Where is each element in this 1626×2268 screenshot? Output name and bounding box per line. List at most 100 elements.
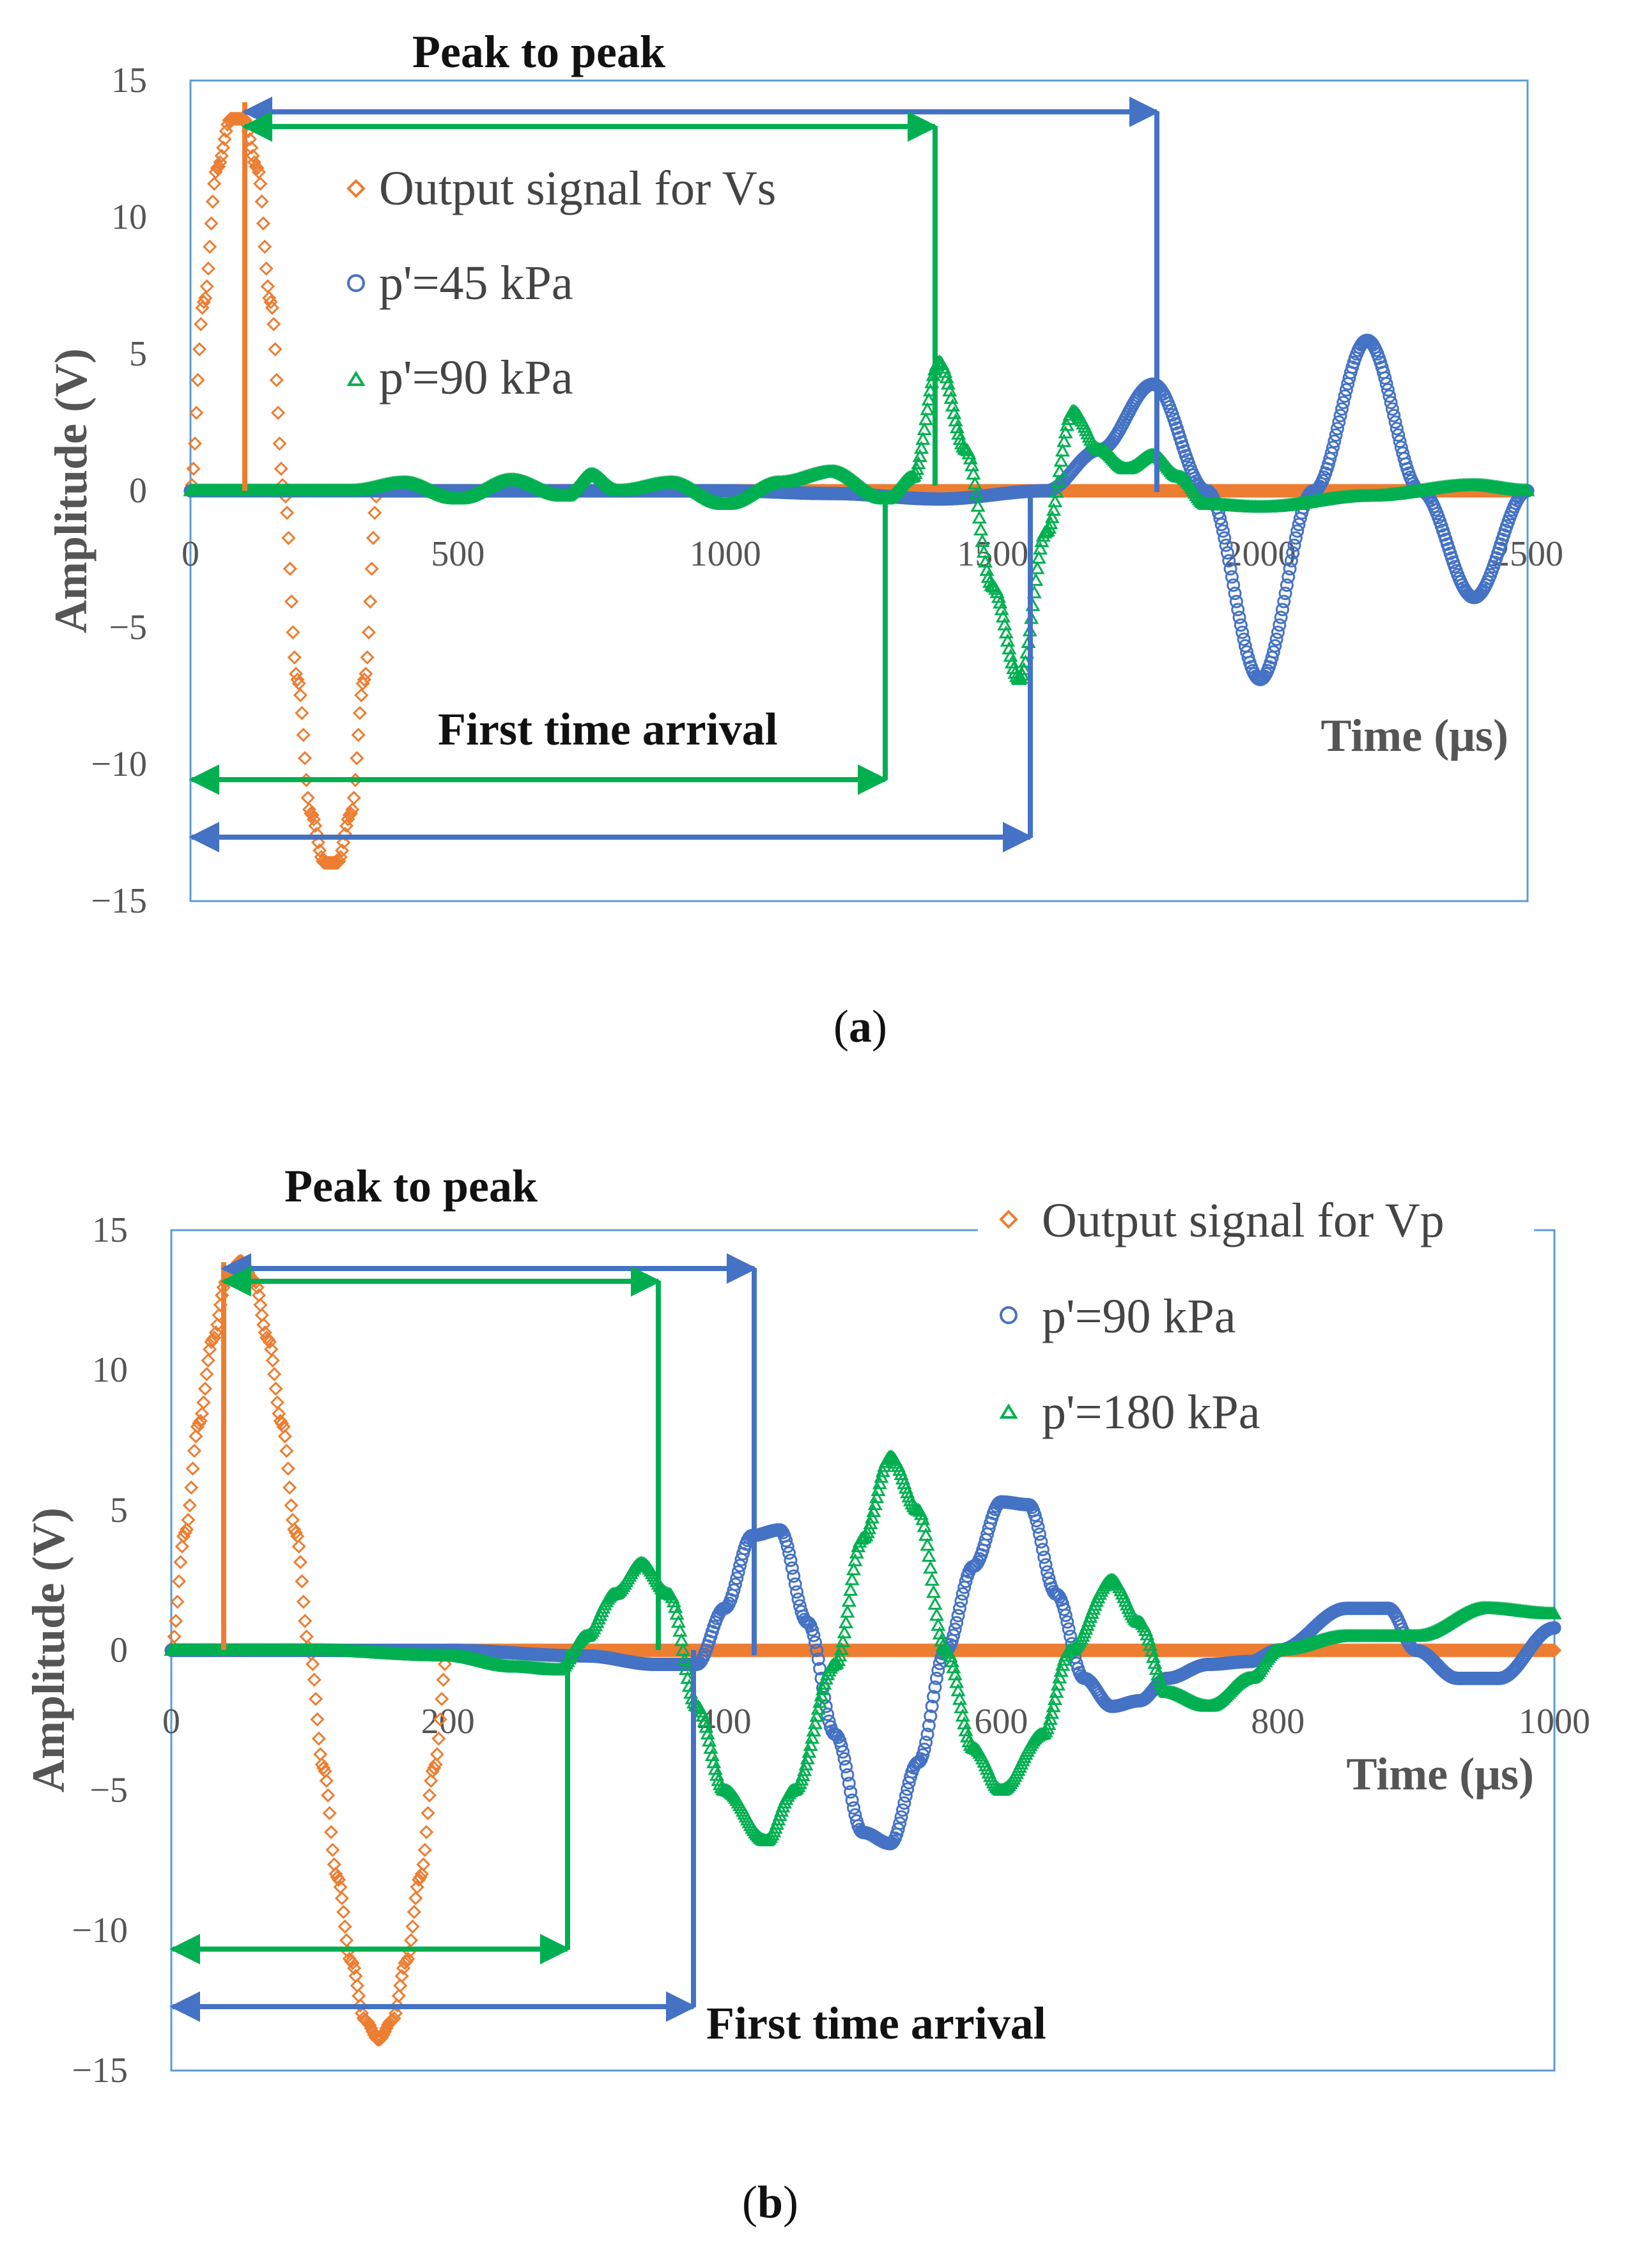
data-point [293, 1555, 308, 1570]
data-point [916, 1748, 930, 1762]
data-point [1278, 587, 1292, 601]
data-point [284, 594, 299, 609]
data-point [1227, 578, 1241, 592]
data-point [1237, 632, 1251, 646]
data-point [325, 1842, 340, 1857]
data-point [1274, 610, 1288, 624]
data-point [262, 291, 277, 305]
data-point [297, 751, 313, 766]
data-point [914, 440, 929, 454]
data-point [1379, 377, 1393, 391]
data-point [351, 727, 366, 743]
data-point [179, 1522, 194, 1537]
data-point [173, 1555, 188, 1570]
arrows-a [189, 96, 1160, 852]
data-point [1381, 383, 1395, 397]
data-point [1391, 428, 1405, 442]
data-point [917, 422, 932, 435]
data-point [355, 676, 370, 691]
data-point [350, 751, 364, 766]
data-point [917, 1742, 931, 1756]
data-point [834, 1739, 848, 1753]
data-point [422, 1788, 437, 1803]
data-point [952, 1601, 966, 1616]
data-point [1542, 1643, 1557, 1658]
data-point [299, 1629, 314, 1644]
data-point [695, 1708, 711, 1722]
data-point [403, 1933, 419, 1948]
data-point [1057, 1602, 1071, 1616]
data-point [1223, 562, 1237, 576]
y-tick-label: 0 [110, 1631, 128, 1670]
annotation-first-arrival-a: First time arrival [438, 704, 778, 755]
data-point [394, 1968, 409, 1984]
data-point [810, 1701, 826, 1715]
data-point [1218, 531, 1232, 545]
data-point [809, 1708, 825, 1722]
caption-a: (a) [833, 1001, 887, 1052]
data-point [970, 498, 986, 512]
data-point [891, 1822, 905, 1836]
data-point [1058, 425, 1073, 439]
x-axis-title-a: Time (μs) [1321, 710, 1508, 761]
data-point [842, 1777, 856, 1791]
data-point [1030, 1514, 1044, 1528]
data-point [1006, 661, 1021, 674]
data-point [424, 1773, 438, 1788]
data-point [343, 806, 359, 821]
data-point [925, 1699, 939, 1713]
data-point [1390, 422, 1404, 436]
data-point [185, 1461, 200, 1476]
data-point [801, 1745, 817, 1758]
data-point [1538, 1643, 1552, 1658]
data-point [170, 1594, 185, 1609]
data-point [427, 1761, 442, 1775]
data-point [1231, 603, 1245, 617]
data-point [1339, 383, 1353, 397]
data-point [295, 706, 309, 720]
x-tick-label: 1000 [1519, 1702, 1590, 1741]
data-point [276, 1419, 291, 1434]
data-point [285, 1513, 300, 1527]
data-point [290, 672, 305, 687]
data-point [807, 1628, 821, 1642]
data-point [260, 279, 275, 294]
data-point [1055, 443, 1071, 457]
data-point [283, 561, 297, 576]
data-point [807, 1716, 823, 1729]
x-tick-label: 2000 [1225, 534, 1296, 574]
data-point [256, 216, 271, 231]
data-point [1039, 1558, 1053, 1572]
data-point [279, 505, 295, 520]
data-point [915, 431, 931, 445]
data-point [929, 1671, 943, 1685]
annotation-peak-to-peak-a: Peak to peak [412, 26, 665, 77]
data-point [836, 1745, 850, 1759]
data-point [250, 160, 265, 176]
y-tick-label: −15 [72, 2051, 128, 2090]
data-point [727, 1583, 741, 1597]
data-point [1388, 415, 1402, 429]
x-tick-label: 0 [182, 534, 199, 574]
data-point [899, 1789, 913, 1803]
data-point [216, 141, 231, 155]
data-point [1048, 494, 1063, 507]
data-point [968, 1559, 982, 1573]
data-point [214, 148, 229, 163]
data-point [1213, 511, 1227, 525]
data-point [1057, 433, 1072, 447]
data-point [269, 373, 284, 387]
data-point [281, 1461, 295, 1476]
data-point [1273, 618, 1287, 632]
data-point [1053, 453, 1069, 467]
y-tick-label: 5 [129, 334, 147, 374]
data-point [283, 1480, 297, 1495]
data-point [334, 1891, 350, 1906]
data-point [951, 426, 966, 440]
data-point [814, 1688, 829, 1702]
data-point [254, 1308, 269, 1323]
y-axis-title-a: Amplitude (V) [45, 348, 97, 633]
data-point [1393, 435, 1407, 449]
data-point [731, 1565, 745, 1579]
